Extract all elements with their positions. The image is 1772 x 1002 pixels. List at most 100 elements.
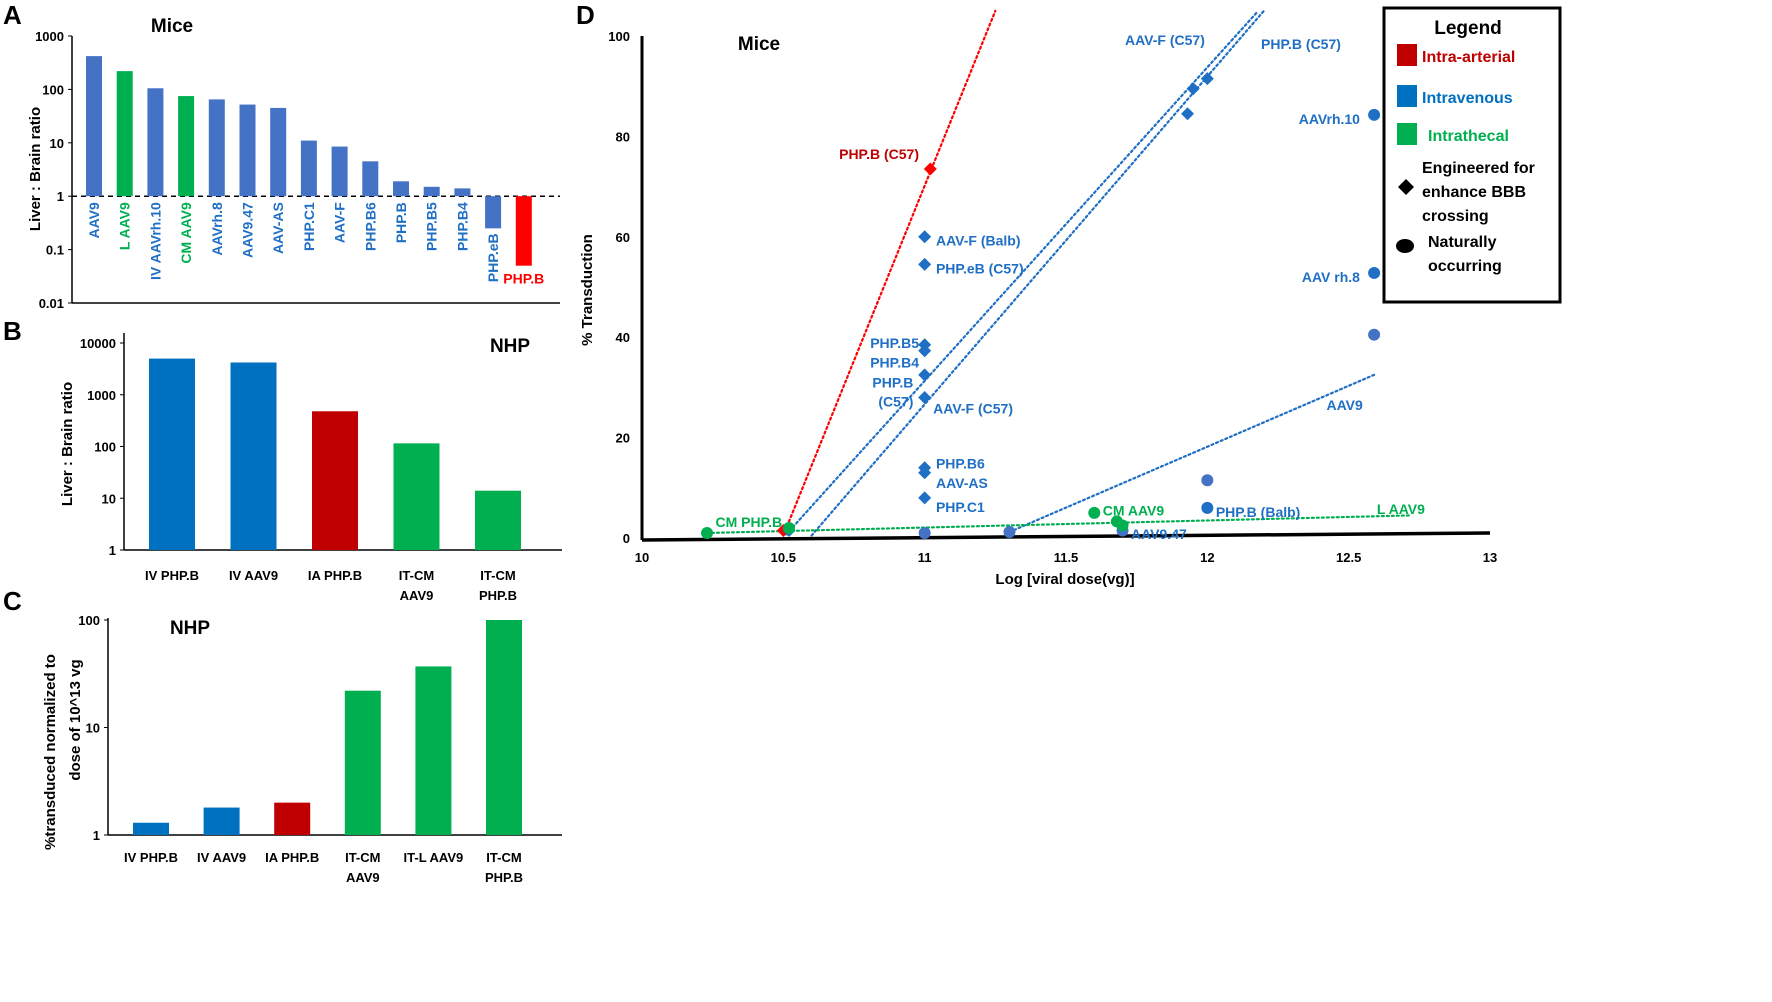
legend-entry-label: Naturally <box>1428 234 1497 251</box>
panel-c-title: NHP <box>170 618 210 639</box>
panel-letter: C <box>3 586 22 616</box>
legend-entry-label: Intra-arterial <box>1422 49 1515 66</box>
panel-d-point-label: AAV-F (Balb) <box>936 232 1021 248</box>
panel-d-trendline <box>810 9 1265 537</box>
panel-d-point-circle <box>1368 266 1381 279</box>
panel-d-point-circle <box>782 521 795 534</box>
panel-b-bar <box>393 443 440 550</box>
panel-c-transduction-nhp: C NHP %transduced normalized to dose of 10^… <box>3 586 562 885</box>
panel-a-bar <box>147 88 164 197</box>
panel-d-point-circle <box>1201 501 1214 514</box>
panel-letter: B <box>3 316 22 346</box>
panel-a-category-label: PHP.C1 <box>301 202 317 251</box>
panel-d-x-tick-label: 10 <box>635 550 649 565</box>
panel-d-point-diamond <box>918 491 932 505</box>
legend-swatch <box>1397 85 1417 107</box>
panel-a-category-label: AAV-AS <box>270 202 286 254</box>
panel-d-point-label: AAV9 <box>1326 397 1363 413</box>
panel-d-point-label: PHP.C1 <box>936 499 985 515</box>
legend-title: Legend <box>1434 18 1502 39</box>
panel-d-point-diamond <box>1200 72 1214 86</box>
panel-c-bar <box>344 690 381 835</box>
panel-a-category-label: PHP.B5 <box>424 202 440 251</box>
panel-d-legend: Legend Intra-arterial Intravenous Intrathec… <box>1382 6 1562 304</box>
legend-entry-label: crossing <box>1422 208 1489 225</box>
panel-d-trendline <box>782 9 997 537</box>
panel-c-y-tick-label: 1 <box>93 828 100 843</box>
legend-diamond-icon <box>1398 179 1414 195</box>
panel-d-y-label: % Transduction <box>579 234 596 346</box>
panel-a-category-label: PHP.B6 <box>362 202 378 251</box>
panel-d-point-label: AAV-AS <box>936 475 988 491</box>
panel-d-point-label: PHP.B5 <box>870 335 919 351</box>
panel-a-bar <box>239 104 256 197</box>
panel-c-category-label: IT-CM <box>345 850 380 865</box>
panel-d-point-label: CM PHP.B <box>715 514 782 530</box>
panel-b-y-tick-label: 10000 <box>80 336 116 351</box>
panel-c-y-tick-label: 10 <box>86 721 100 736</box>
panel-c-bar <box>133 822 169 835</box>
panel-d-point-circle <box>1201 474 1214 487</box>
panel-a-bar <box>116 71 133 197</box>
panel-d-trendline <box>785 9 1260 536</box>
panel-b-category-label: IV PHP.B <box>145 568 199 583</box>
panel-d-point-circle <box>1116 519 1129 532</box>
panel-a-liver-brain-mice: A Mice Liver : Brain ratio 0.01 0.1 1 10 100 100… <box>3 0 560 311</box>
panel-d-y-tick-label: 100 <box>608 29 630 44</box>
panel-a-bar <box>178 96 195 197</box>
panel-d-point-label: AAV-F (C57) <box>933 400 1013 416</box>
panel-b-bar <box>149 358 195 550</box>
panel-d-trendline <box>705 514 1412 535</box>
panel-a-bar <box>362 161 379 197</box>
panel-a-title: Mice <box>151 16 193 37</box>
panel-d-point-diamond <box>918 344 932 358</box>
panel-d-point-circle <box>1368 328 1381 341</box>
panel-b-y-tick-label: 1 <box>109 543 116 558</box>
panel-c-bar <box>203 807 240 835</box>
panel-d-point-label: PHP.B6 <box>936 456 985 472</box>
legend-entry-label: Engineered for <box>1422 160 1535 177</box>
legend-swatch <box>1397 44 1417 66</box>
panel-c-category-label: IT-L AAV9 <box>404 850 464 865</box>
panel-a-category-label: AAV-F <box>332 202 348 243</box>
panel-d-point-label: AAV-F (C57) <box>1125 32 1205 48</box>
panel-a-category-label: AAV9 <box>86 202 102 239</box>
panel-a-bar <box>86 56 102 197</box>
panel-d-point-circle <box>1088 506 1101 519</box>
panel-b-y-label: Liver : Brain ratio <box>59 382 76 506</box>
panel-a-category-label: PHP.eB <box>485 233 501 282</box>
panel-b-category-label: IA PHP.B <box>308 568 362 583</box>
panel-d-point-diamond <box>918 230 932 244</box>
panel-d-point-label: PHP.B (C57) <box>1261 36 1341 52</box>
panel-d-y-tick-label: 80 <box>616 129 630 144</box>
panel-b-category-label: AAV9 <box>400 588 434 603</box>
panel-letter: A <box>3 0 22 30</box>
panel-c-category-label: IV PHP.B <box>124 850 178 865</box>
panel-c-category-label: IT-CM <box>486 850 521 865</box>
panel-d-transduction-scatter: D Mice % Transduction Log [viral dose(vg)] 0… <box>576 0 1562 588</box>
panel-b-bar <box>312 411 358 550</box>
panel-a-bar <box>300 140 317 197</box>
legend-entry-label: Intravenous <box>1422 90 1513 107</box>
panel-a-bar <box>393 181 409 197</box>
panel-d-trendline <box>1008 373 1376 534</box>
panel-a-y-tick-label: 100 <box>42 82 64 97</box>
panel-a-y-tick-label: 0.1 <box>46 243 64 258</box>
panel-a-bar <box>423 186 440 197</box>
panel-a-y-tick-label: 1000 <box>35 29 64 44</box>
panel-letter: D <box>576 0 595 30</box>
panel-d-point-label: (C57) <box>878 393 913 409</box>
panel-b-category-label: IV AAV9 <box>229 568 278 583</box>
panel-d-x-axis <box>641 531 1491 542</box>
panel-a-category-label: PHP.B <box>393 202 409 243</box>
panel-b-y-tick-label: 10 <box>102 491 116 506</box>
panel-d-point-label: PHP.B4 <box>870 354 919 370</box>
panel-d-point-label: CM AAV9 <box>1103 502 1165 518</box>
panel-a-y-tick-label: 10 <box>50 136 64 151</box>
panel-d-point-circle <box>918 526 931 539</box>
panel-d-point-diamond <box>918 257 932 271</box>
panel-d-x-label: Log [viral dose(vg)] <box>995 571 1134 588</box>
panel-c-bar <box>486 620 522 835</box>
panel-b-title: NHP <box>490 336 530 357</box>
panel-d-point-label: AAV9.47 <box>1131 526 1187 542</box>
